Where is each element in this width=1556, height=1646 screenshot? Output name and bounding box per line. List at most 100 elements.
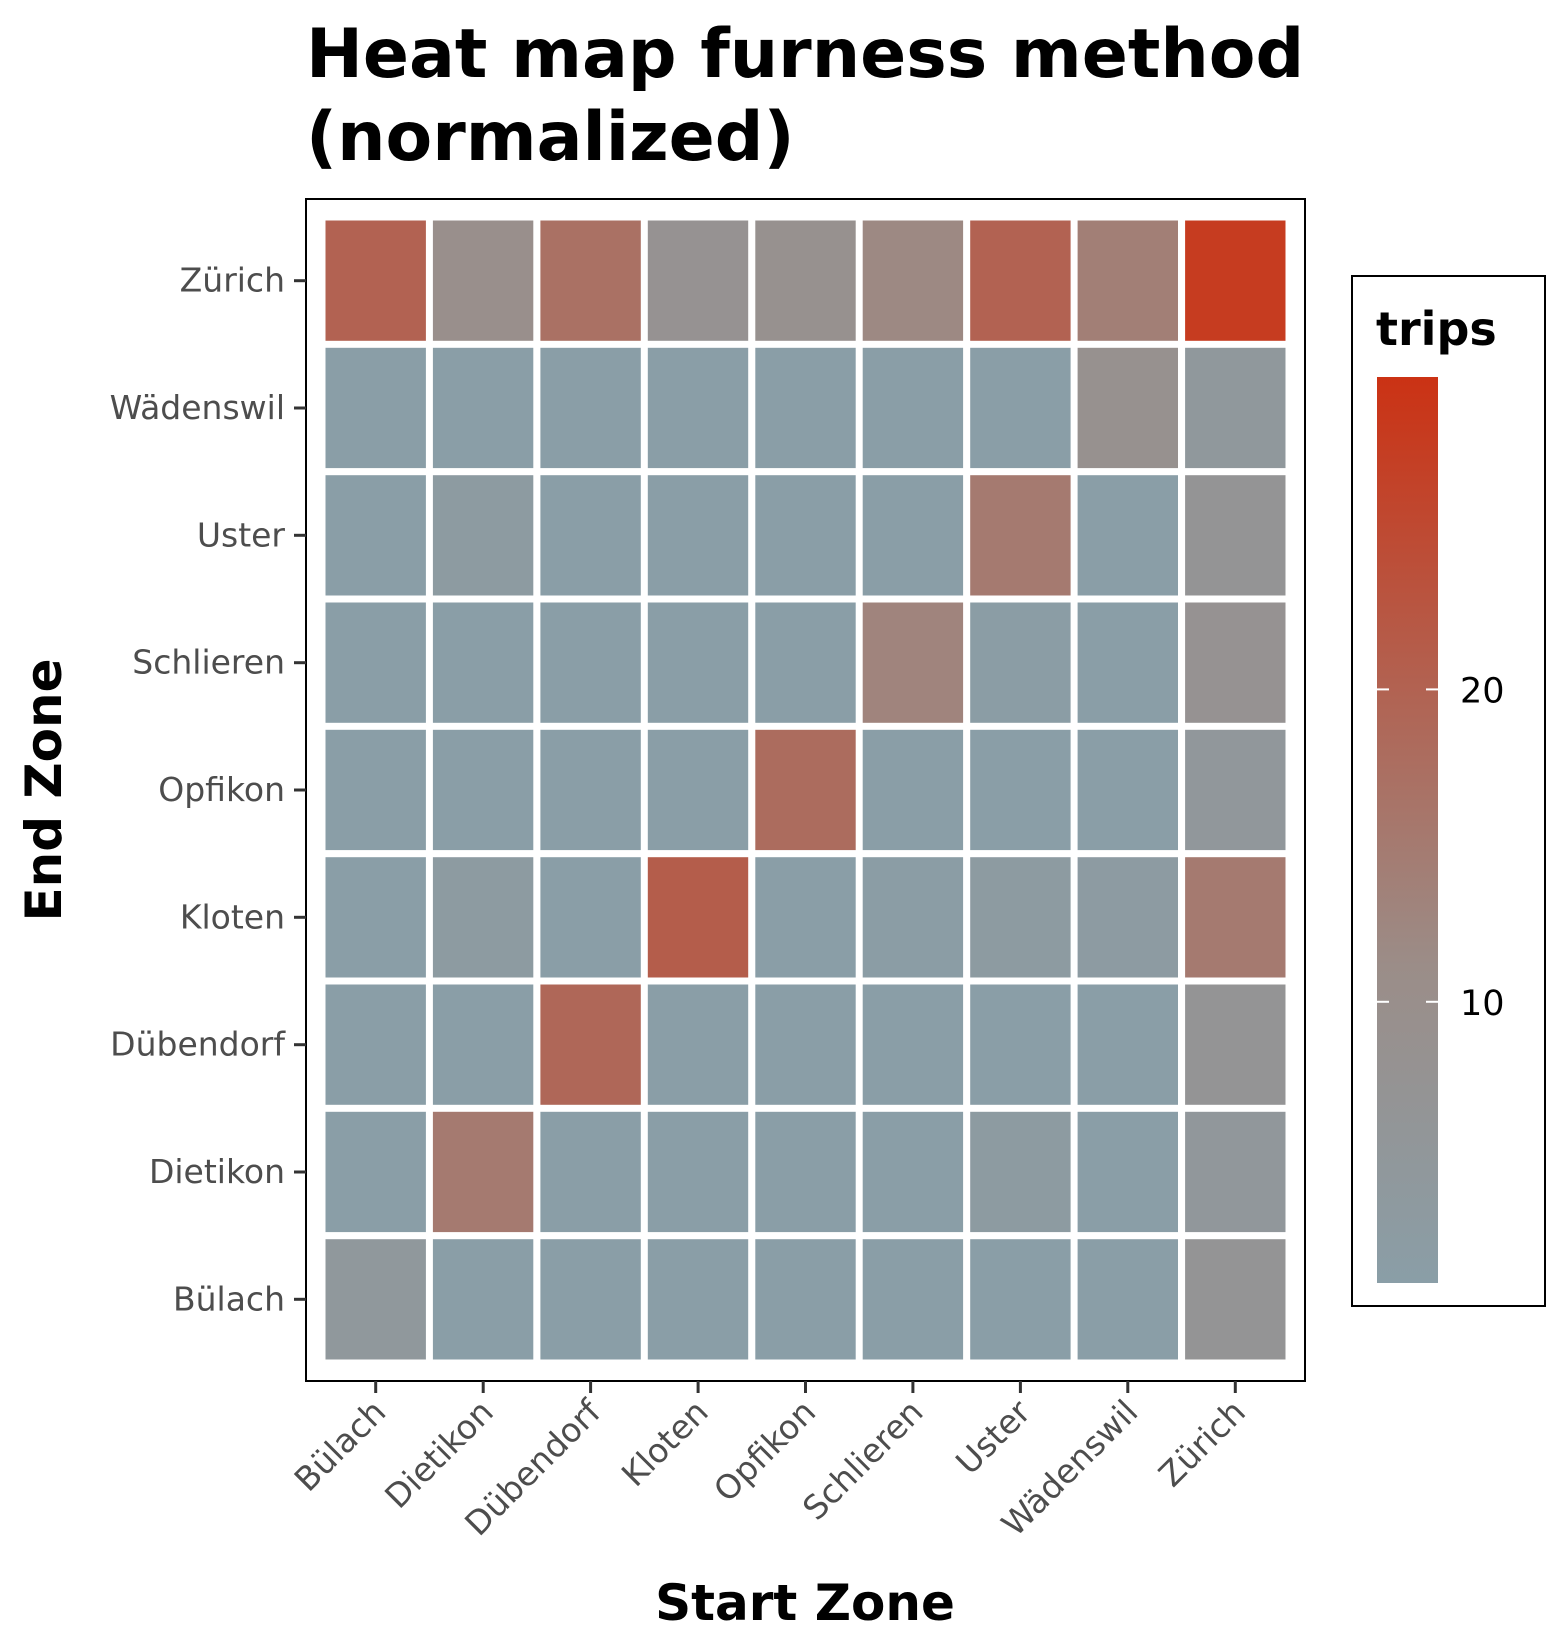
heatmap-cell [540, 347, 641, 469]
heatmap-cell [862, 602, 964, 723]
heatmap-cell [432, 857, 534, 978]
y-tick-label: Schlieren [132, 643, 285, 682]
heatmap-cell [1077, 1111, 1178, 1233]
y-tick-label: Wädenswil [110, 388, 285, 427]
heatmap-cell [325, 729, 426, 851]
heatmap-cell [755, 1239, 856, 1360]
heatmap-cell [432, 602, 534, 723]
heatmap-cell [862, 347, 964, 469]
x-tick-label: Bülach [287, 1392, 394, 1499]
heatmap-cell [325, 475, 426, 596]
heatmap-cell [432, 475, 534, 596]
heatmap-cell [755, 1111, 856, 1233]
heatmap-cell [1185, 220, 1286, 341]
heatmap-cell [970, 220, 1071, 341]
heatmap-cell [862, 729, 964, 851]
heatmap-cell [540, 475, 641, 596]
heatmap-cell [325, 347, 426, 469]
heatmap-cell [1077, 475, 1178, 596]
y-tick-label: Opfikon [158, 770, 285, 809]
heatmap-cell [647, 220, 749, 341]
heatmap-cell [1185, 347, 1286, 469]
heatmap-cell [540, 729, 641, 851]
heatmap-cell [755, 347, 856, 469]
heatmap-cells [325, 220, 1286, 1360]
heatmap-cell [862, 857, 964, 978]
heatmap-cell [970, 729, 1071, 851]
heatmap-cell [755, 475, 856, 596]
heatmap-cell [647, 347, 749, 469]
y-tick-label: Dübendorf [110, 1025, 286, 1064]
heatmap-cell [540, 984, 641, 1105]
colorbar-tick-label: 20 [1460, 671, 1505, 711]
colorbar-gradient [1377, 377, 1438, 1283]
heatmap-cell [755, 857, 856, 978]
x-tick-label: Kloten [614, 1392, 716, 1494]
heatmap-cell [432, 220, 534, 341]
heatmap-cell [862, 475, 964, 596]
x-tick-label: Uster [948, 1392, 1038, 1482]
heatmap-cell [1077, 984, 1178, 1105]
y-tick-label: Dietikon [149, 1152, 285, 1191]
heatmap-cell [647, 1239, 749, 1360]
y-tick-label: Uster [197, 515, 286, 554]
heatmap-cell [1185, 857, 1286, 978]
heatmap-cell [970, 984, 1071, 1105]
heatmap-cell [970, 475, 1071, 596]
heatmap-cell [432, 1111, 534, 1233]
heatmap-cell [862, 984, 964, 1105]
heatmap-cell [647, 984, 749, 1105]
heatmap-cell [755, 220, 856, 341]
heatmap-cell [970, 347, 1071, 469]
heatmap-cell [647, 475, 749, 596]
heatmap-cell [325, 220, 426, 341]
heatmap-cell [970, 602, 1071, 723]
heatmap-cell [647, 1111, 749, 1233]
heatmap-cell [647, 602, 749, 723]
heatmap-cell [1185, 602, 1286, 723]
heatmap-cell [647, 729, 749, 851]
heatmap-cell [970, 857, 1071, 978]
heatmap-cell [540, 602, 641, 723]
heatmap-cell [1077, 729, 1178, 851]
colorbar-ticks: 10 20 [1377, 671, 1505, 1024]
y-axis-title: End Zone [15, 658, 73, 921]
heatmap-cell [540, 220, 641, 341]
colorbar-tick-label: 10 [1460, 984, 1505, 1024]
heatmap-cell [325, 602, 426, 723]
chart-title-line-1: Heat map furness method [306, 15, 1304, 94]
heatmap-cell [325, 1239, 426, 1360]
heatmap-cell [970, 1239, 1071, 1360]
heatmap-cell [325, 984, 426, 1105]
heatmap-cell [647, 857, 749, 978]
heatmap-cell [755, 729, 856, 851]
heatmap-cell [1077, 220, 1178, 341]
heatmap-cell [432, 984, 534, 1105]
heatmap-cell [540, 857, 641, 978]
heatmap-cell [325, 857, 426, 978]
heatmap-cell [1077, 857, 1178, 978]
heatmap-cell [970, 1111, 1071, 1233]
heatmap-cell [755, 602, 856, 723]
heatmap-cell [1077, 347, 1178, 469]
heatmap-cell [432, 1239, 534, 1360]
heatmap-cell [325, 1111, 426, 1233]
heatmap-cell [755, 984, 856, 1105]
chart-title-line-2: (normalized) [306, 98, 795, 177]
x-tick-label: Zürich [1151, 1392, 1253, 1494]
heatmap-cell [1185, 729, 1286, 851]
heatmap-cell [1185, 1111, 1286, 1233]
heatmap-cell [862, 220, 964, 341]
y-axis: Bülach Dietikon Dübendorf Kloten Opfikon Schl… [110, 261, 306, 1318]
heatmap-cell [1077, 1239, 1178, 1360]
heatmap-cell [1185, 984, 1286, 1105]
heatmap-cell [1185, 475, 1286, 596]
heatmap-cell [1077, 602, 1178, 723]
heatmap-cell [432, 729, 534, 851]
x-axis-title: Start Zone [655, 1574, 955, 1632]
heatmap-cell [862, 1239, 964, 1360]
heatmap-cell [432, 347, 534, 469]
heatmap-cell [540, 1239, 641, 1360]
